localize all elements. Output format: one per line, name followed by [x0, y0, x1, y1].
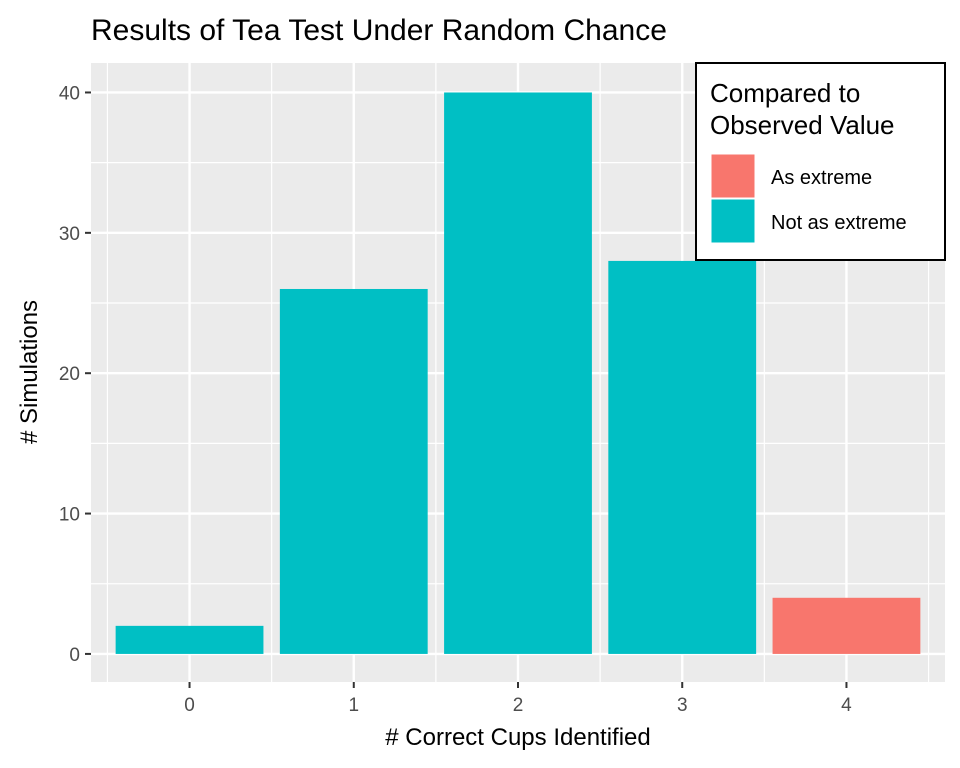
x-tick-label: 2: [513, 695, 524, 716]
x-tick-label: 3: [677, 695, 688, 716]
y-axis-title: # Simulations: [16, 300, 43, 444]
bar-2: [444, 92, 592, 654]
x-tick-label: 1: [348, 695, 359, 716]
y-tick-label: 0: [69, 645, 80, 666]
y-tick-label: 40: [59, 83, 80, 104]
bar-1: [279, 288, 428, 654]
x-tick-label: 0: [184, 695, 195, 716]
legend-label-not-as-extreme: Not as extreme: [771, 212, 907, 234]
legend-label-as-extreme: As extreme: [771, 167, 872, 189]
legend-title: Compared to Observed Value: [710, 78, 895, 140]
y-tick-label: 10: [59, 505, 80, 526]
legend-key-not-as-extreme: [710, 198, 756, 244]
x-axis-title: # Correct Cups Identified: [385, 724, 650, 751]
y-tick-label: 20: [59, 364, 80, 385]
legend-title-line-1: Compared to: [710, 78, 860, 108]
x-axis: 0 1 2 3 4: [184, 682, 852, 716]
x-tick-label: 4: [841, 695, 852, 716]
bars: [115, 92, 921, 654]
bar-4: [772, 597, 921, 654]
chart-title: Results of Tea Test Under Random Chance: [91, 14, 667, 47]
legend-title-line-2: Observed Value: [710, 110, 895, 140]
legend: Compared to Observed Value As extreme No…: [695, 62, 946, 261]
y-tick-label: 30: [59, 224, 80, 245]
bar-3: [608, 260, 757, 654]
bar-0: [115, 625, 264, 654]
legend-key-as-extreme: [710, 153, 756, 199]
y-axis: 0 10 20 30 40: [59, 83, 91, 666]
